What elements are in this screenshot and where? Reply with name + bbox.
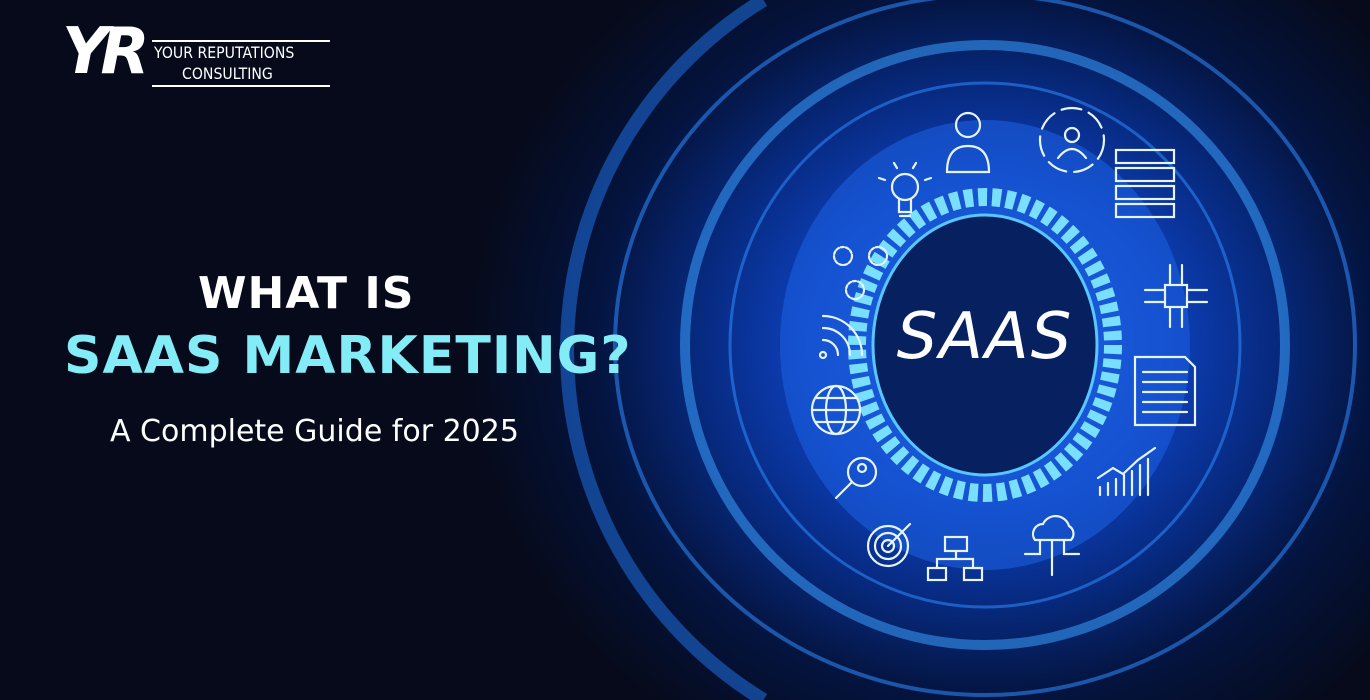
logo-text-line1: YOUR REPUTATIONS (154, 43, 295, 62)
outer-ring (728, 81, 1242, 609)
document-icon (1133, 355, 1197, 427)
lightbulb-icon (877, 161, 933, 218)
headline-line2: SAAS MARKETING? (64, 326, 632, 386)
subtitle: A Complete Guide for 2025 (110, 414, 519, 449)
logo-mark: YR (62, 15, 150, 89)
logo: YR YOUR REPUTATIONS CONSULTING (62, 20, 337, 102)
target-icon (866, 522, 912, 568)
server-icon (1114, 148, 1176, 219)
inner-ring (871, 213, 1099, 477)
dashed-ring (848, 188, 1122, 502)
flowchart-icon (926, 535, 984, 582)
cloud-network-icon (1023, 514, 1081, 577)
gears-icon (832, 245, 889, 301)
user-icon (945, 111, 991, 174)
outer-ring (560, 0, 768, 700)
team-network-icon (1038, 106, 1106, 174)
growth-chart-icon (1096, 446, 1157, 497)
wifi-icon (818, 314, 864, 360)
chip-icon (1143, 263, 1209, 329)
logo-divider (152, 40, 330, 42)
globe-icon (810, 384, 862, 436)
logo-divider (152, 85, 330, 87)
logo-text-line2: CONSULTING (182, 64, 273, 83)
outer-ring (680, 40, 1290, 650)
search-user-icon (834, 456, 878, 500)
outer-ring (613, 0, 1357, 697)
headline-line1: WHAT IS (198, 268, 415, 319)
saas-center-text: SAAS (896, 300, 1074, 374)
